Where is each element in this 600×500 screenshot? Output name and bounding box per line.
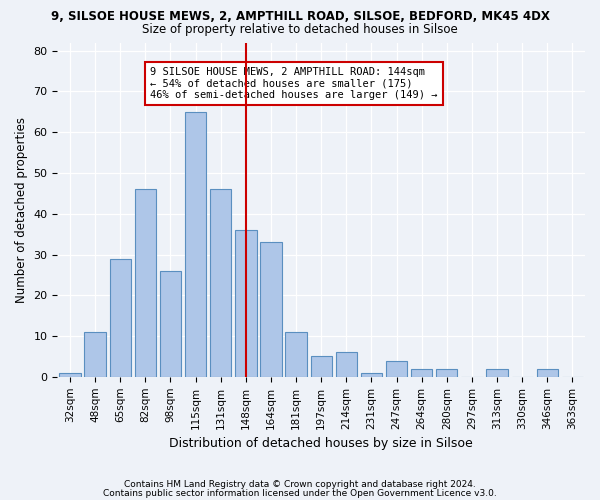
Bar: [335, 352, 357, 377]
Bar: [260, 242, 281, 377]
Bar: [411, 368, 433, 377]
Bar: [85, 332, 106, 377]
Bar: [436, 368, 457, 377]
Bar: [160, 271, 181, 377]
Bar: [210, 190, 232, 377]
Text: 9 SILSOE HOUSE MEWS, 2 AMPTHILL ROAD: 144sqm
← 54% of detached houses are smalle: 9 SILSOE HOUSE MEWS, 2 AMPTHILL ROAD: 14…: [151, 67, 438, 100]
Text: 9, SILSOE HOUSE MEWS, 2, AMPTHILL ROAD, SILSOE, BEDFORD, MK45 4DX: 9, SILSOE HOUSE MEWS, 2, AMPTHILL ROAD, …: [50, 10, 550, 23]
Text: Contains public sector information licensed under the Open Government Licence v3: Contains public sector information licen…: [103, 488, 497, 498]
Bar: [110, 258, 131, 377]
Y-axis label: Number of detached properties: Number of detached properties: [15, 116, 28, 302]
Bar: [134, 190, 156, 377]
Bar: [487, 368, 508, 377]
Bar: [286, 332, 307, 377]
Bar: [185, 112, 206, 377]
Bar: [536, 368, 558, 377]
Text: Size of property relative to detached houses in Silsoe: Size of property relative to detached ho…: [142, 22, 458, 36]
Text: Contains HM Land Registry data © Crown copyright and database right 2024.: Contains HM Land Registry data © Crown c…: [124, 480, 476, 489]
X-axis label: Distribution of detached houses by size in Silsoe: Distribution of detached houses by size …: [169, 437, 473, 450]
Bar: [311, 356, 332, 377]
Bar: [235, 230, 257, 377]
Bar: [361, 372, 382, 377]
Bar: [386, 360, 407, 377]
Bar: [59, 372, 80, 377]
